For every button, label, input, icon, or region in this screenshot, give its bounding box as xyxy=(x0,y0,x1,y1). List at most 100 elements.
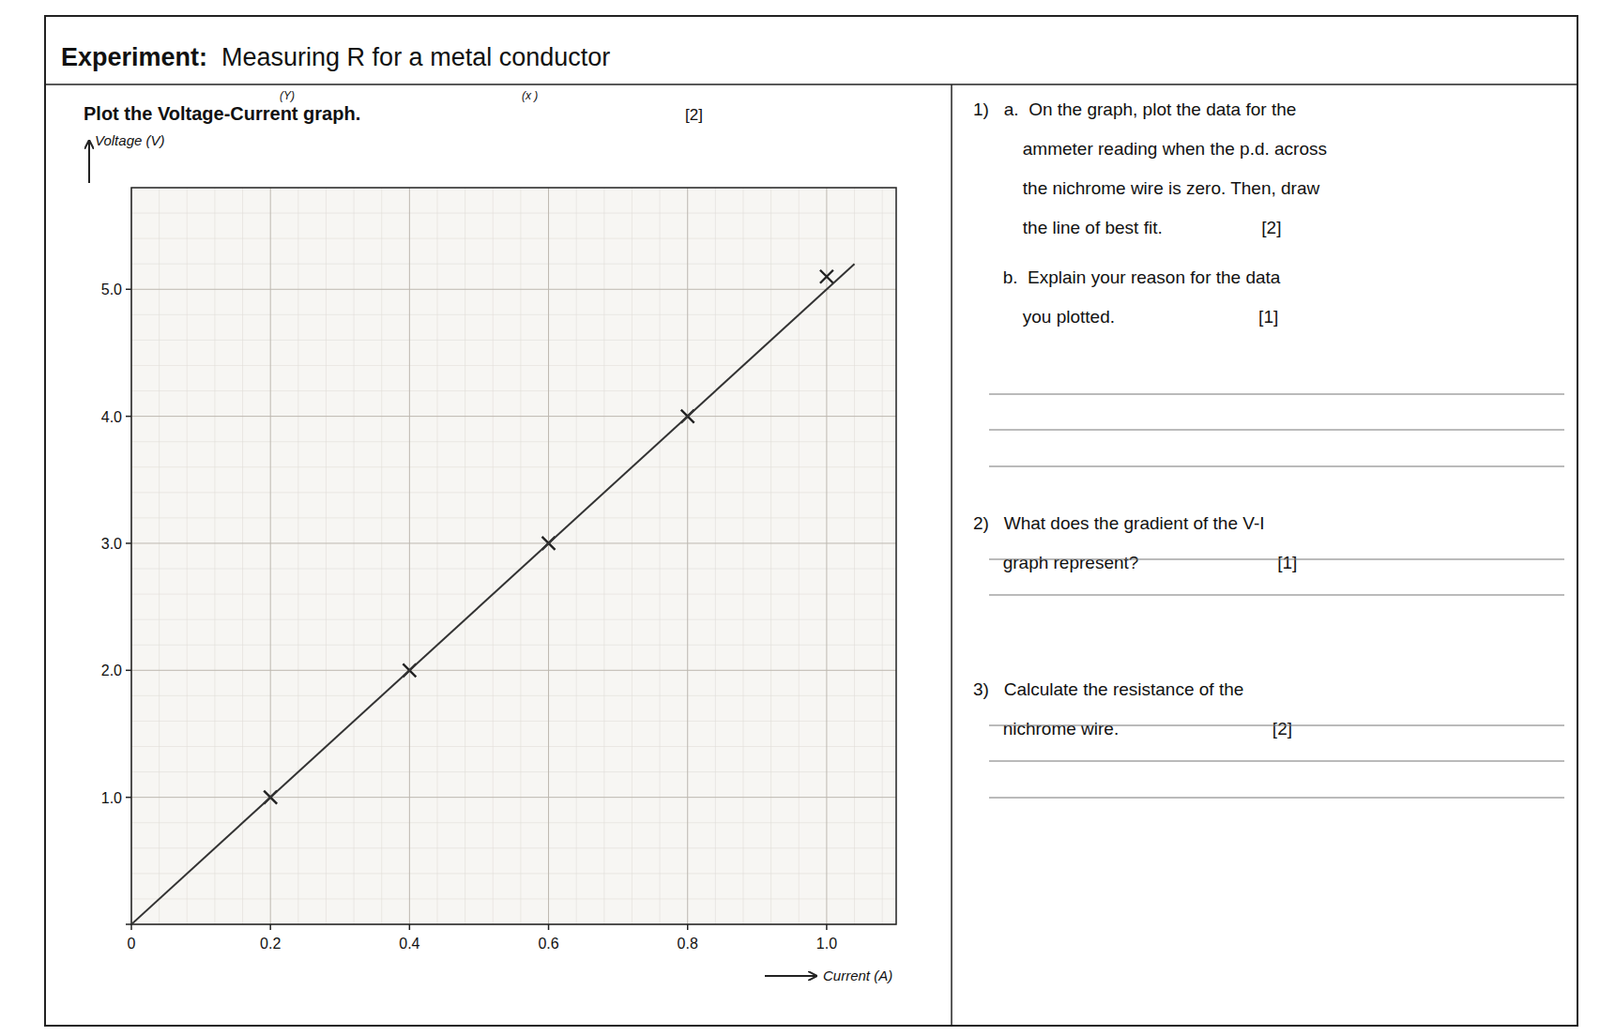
x-tick xyxy=(409,924,412,930)
question-line: ammeter reading when the p.d. across xyxy=(973,138,1327,159)
minor-grid-line xyxy=(131,238,897,240)
questions: 1) a. On the graph, plot the data for th… xyxy=(973,99,1565,798)
minor-grid-line xyxy=(770,187,772,925)
best-fit-line xyxy=(131,263,855,925)
y-tick xyxy=(125,796,132,799)
minor-grid-line xyxy=(131,720,897,722)
plot-frame xyxy=(131,187,897,925)
question-line: the line of best fit. [2] xyxy=(973,217,1281,238)
minor-grid-line xyxy=(131,517,897,519)
y-tick-label: 5.0 xyxy=(101,281,122,298)
page-border xyxy=(45,15,1578,1026)
question-line: 2) What does the gradient of the V-I xyxy=(973,513,1265,534)
y-tick xyxy=(125,289,132,291)
minor-grid-line xyxy=(186,187,188,925)
minor-grid-line xyxy=(131,365,897,366)
minor-grid-line xyxy=(798,187,800,925)
minor-grid-line xyxy=(380,187,382,925)
x-annotation: (x ) xyxy=(521,89,538,103)
x-tick-label: 0.4 xyxy=(398,935,420,952)
minor-grid-line xyxy=(603,187,605,925)
y-axis-arrow xyxy=(88,140,91,183)
instruction-mark: [2] xyxy=(685,106,703,124)
question-line: graph represent? [1] xyxy=(973,552,1297,573)
x-tick-label: 0.2 xyxy=(259,935,281,952)
minor-grid-line xyxy=(492,187,494,925)
minor-grid-line xyxy=(131,491,897,493)
answer-line xyxy=(989,466,1565,468)
minor-grid-line xyxy=(131,466,897,468)
minor-grid-line xyxy=(437,187,439,925)
answer-line xyxy=(989,725,1565,727)
grid-line xyxy=(131,289,897,290)
page: Experiment: Measuring R for a metal cond… xyxy=(0,0,1600,1036)
grid xyxy=(131,187,897,925)
minor-grid-line xyxy=(131,619,897,621)
minor-grid-line xyxy=(631,187,633,925)
y-tick-label: 4.0 xyxy=(101,409,122,426)
minor-grid-line xyxy=(743,187,745,925)
y-tick-label: 2.0 xyxy=(101,662,122,679)
minor-grid-line xyxy=(131,314,897,316)
question-line: you plotted. [1] xyxy=(973,306,1279,327)
panel-divider xyxy=(950,84,953,1026)
minor-grid-line xyxy=(131,568,897,570)
y-annotation: (Y) xyxy=(279,89,295,103)
x-tick xyxy=(130,924,133,930)
grid-line xyxy=(409,187,411,925)
answer-line xyxy=(989,559,1565,561)
x-tick xyxy=(269,924,272,930)
grid-line xyxy=(131,670,897,671)
y-tick xyxy=(125,542,132,545)
question-line: nichrome wire. [2] xyxy=(973,718,1293,739)
minor-grid-line xyxy=(464,187,466,925)
y-tick-label: 1.0 xyxy=(101,790,122,807)
title-rest: Measuring R for a metal conductor xyxy=(207,43,610,72)
minor-grid-line xyxy=(213,187,215,925)
title: Experiment: Measuring R for a metal cond… xyxy=(60,43,610,72)
minor-grid-line xyxy=(131,872,897,874)
x-tick xyxy=(548,924,550,930)
minor-grid-line xyxy=(131,898,897,900)
title-rule xyxy=(45,83,1578,86)
x-tick-label: 1.0 xyxy=(816,935,838,952)
answer-line xyxy=(989,394,1565,396)
minor-grid-line xyxy=(242,187,244,925)
minor-grid-line xyxy=(131,847,897,849)
answer-line xyxy=(989,797,1565,799)
minor-grid-line xyxy=(131,339,897,341)
title-bold: Experiment: xyxy=(60,43,208,72)
minor-grid-line xyxy=(353,187,355,925)
x-axis-arrow xyxy=(764,975,817,977)
minor-grid-line xyxy=(297,187,299,925)
grid-line xyxy=(131,542,897,544)
y-axis-label: Voltage (V) xyxy=(94,132,165,149)
y-tick xyxy=(125,670,132,672)
x-axis-label: Current (A) xyxy=(822,967,893,984)
minor-grid-line xyxy=(131,594,897,595)
answer-line xyxy=(989,594,1565,596)
question-line: the nichrome wire is zero. Then, draw xyxy=(973,178,1321,199)
grid-line xyxy=(131,796,897,798)
grid-line xyxy=(825,187,827,925)
minor-grid-line xyxy=(659,187,661,925)
minor-grid-line xyxy=(158,187,160,925)
answer-line xyxy=(989,761,1565,762)
x-tick xyxy=(825,924,828,930)
x-tick-label: 0 xyxy=(127,935,137,952)
minor-grid-line xyxy=(131,213,897,214)
instruction: Plot the Voltage-Current graph. xyxy=(83,103,361,124)
y-tick-label: 3.0 xyxy=(101,535,122,552)
minor-grid-line xyxy=(131,695,897,697)
plot-data xyxy=(131,263,855,925)
minor-grid-line xyxy=(853,187,855,925)
y-tick xyxy=(125,415,132,418)
question-line: 1) a. On the graph, plot the data for th… xyxy=(973,99,1296,120)
minor-grid-line xyxy=(131,822,897,823)
minor-grid-line xyxy=(715,187,717,925)
grid-line xyxy=(131,415,897,417)
question-line: 3) Calculate the resistance of the xyxy=(973,679,1244,700)
minor-grid-line xyxy=(131,390,897,392)
grid-line xyxy=(686,187,688,925)
minor-grid-line xyxy=(519,187,521,925)
